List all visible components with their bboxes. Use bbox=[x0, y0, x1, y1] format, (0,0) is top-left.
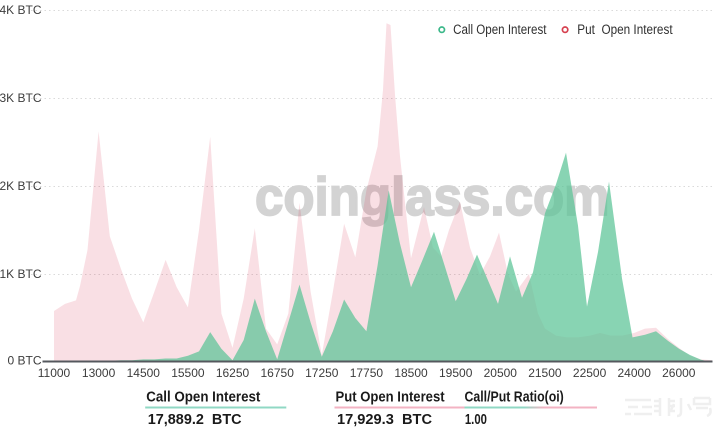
svg-text:3K BTC: 3K BTC bbox=[0, 91, 42, 105]
svg-text:17,929.3 BTC: 17,929.3 BTC bbox=[337, 412, 433, 427]
svg-text:Put Open Interest: Put Open Interest bbox=[577, 22, 673, 37]
svg-text:11000: 11000 bbox=[38, 366, 71, 380]
svg-text:0 BTC: 0 BTC bbox=[7, 354, 41, 368]
svg-text:26000: 26000 bbox=[662, 366, 696, 380]
svg-text:1K BTC: 1K BTC bbox=[0, 267, 42, 281]
svg-text:4K BTC: 4K BTC bbox=[0, 3, 42, 17]
svg-text:14500: 14500 bbox=[127, 366, 161, 380]
svg-text:24000: 24000 bbox=[618, 366, 652, 380]
svg-text:21500: 21500 bbox=[528, 366, 562, 380]
svg-text:18500: 18500 bbox=[394, 366, 428, 380]
svg-text:17250: 17250 bbox=[305, 366, 339, 380]
svg-text:17,889.2 BTC: 17,889.2 BTC bbox=[148, 412, 242, 427]
svg-text:Call/Put Ratio(oi): Call/Put Ratio(oi) bbox=[465, 390, 564, 406]
svg-text:Call Open Interest: Call Open Interest bbox=[453, 22, 547, 37]
svg-text:16750: 16750 bbox=[261, 366, 295, 380]
svg-text:19500: 19500 bbox=[439, 366, 473, 380]
svg-text:15500: 15500 bbox=[171, 366, 205, 380]
svg-text:Call Open Interest: Call Open Interest bbox=[146, 390, 260, 406]
svg-text:20500: 20500 bbox=[484, 366, 518, 380]
svg-text:22500: 22500 bbox=[573, 366, 607, 380]
svg-text:1.00: 1.00 bbox=[465, 412, 487, 427]
svg-text:Put Open Interest: Put Open Interest bbox=[336, 390, 445, 406]
svg-text:2K BTC: 2K BTC bbox=[0, 179, 42, 193]
svg-text:17750: 17750 bbox=[350, 366, 384, 380]
svg-text:13000: 13000 bbox=[82, 366, 116, 380]
svg-text:16250: 16250 bbox=[216, 366, 250, 380]
